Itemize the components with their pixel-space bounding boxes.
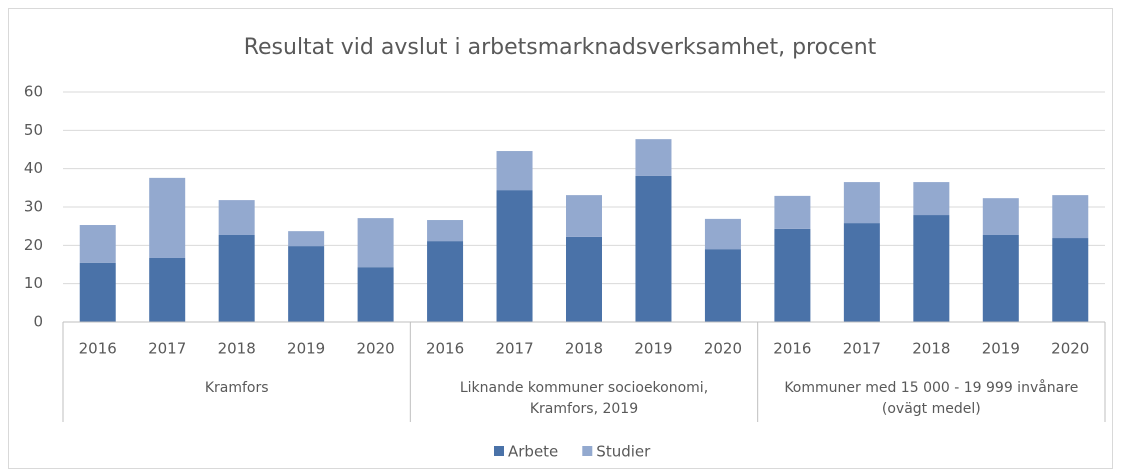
bar-segment	[704, 218, 741, 250]
bar-segment	[288, 231, 325, 247]
bar-segment	[357, 267, 394, 322]
bar-segment	[427, 220, 464, 242]
bar-segment	[1052, 195, 1089, 239]
bar-segment	[566, 236, 602, 322]
legend-label: Studier	[596, 443, 651, 461]
x-tick-label: 2019	[982, 340, 1020, 358]
x-tick-label: 2018	[912, 340, 950, 358]
x-tick-label: 2020	[357, 340, 395, 358]
y-tick-label: 10	[24, 274, 43, 292]
bar-segment	[774, 228, 811, 322]
bar-segment	[427, 241, 464, 322]
bar-segment	[843, 223, 880, 322]
x-tick-label: 2018	[565, 340, 603, 358]
bar-segment	[218, 200, 255, 235]
bar-segment	[79, 225, 116, 263]
y-tick-label: 60	[24, 83, 43, 101]
group-label: (ovägt medel)	[882, 401, 981, 417]
bar-segment	[704, 249, 741, 322]
bar-segment	[913, 182, 950, 216]
x-tick-label: 2016	[426, 340, 464, 358]
bar-segment	[635, 175, 672, 322]
bar-segment	[635, 139, 672, 176]
bar-segment	[288, 246, 325, 322]
x-tick-label: 2019	[634, 340, 672, 358]
bar-segment	[149, 257, 186, 322]
legend-label: Arbete	[508, 443, 558, 461]
bar-segment	[913, 215, 950, 322]
x-tick-label: 2020	[704, 340, 742, 358]
group-label: Kommuner med 15 000 - 19 999 invånare	[784, 379, 1078, 396]
group-label: Kramfors, 2019	[530, 401, 638, 417]
legend-swatch	[494, 446, 504, 456]
legend-swatch	[582, 446, 593, 456]
x-tick-label: 2016	[773, 340, 811, 358]
bar-segment	[218, 234, 255, 322]
x-tick-label: 2019	[287, 340, 325, 358]
y-tick-label: 40	[24, 159, 43, 177]
bar-segment	[982, 234, 1019, 322]
y-tick-label: 0	[33, 313, 43, 331]
bar-segment	[496, 151, 533, 191]
bar-segment	[357, 218, 394, 268]
bar-segment	[774, 195, 811, 229]
chart-title: Resultat vid avslut i arbetsmarknadsverk…	[244, 35, 877, 60]
bar-segment	[149, 177, 186, 258]
x-tick-label: 2018	[218, 340, 256, 358]
x-tick-label: 2017	[843, 340, 881, 358]
bar-segment	[566, 195, 602, 237]
bar-segment	[79, 262, 116, 322]
bar-segment	[982, 198, 1019, 235]
x-tick-label: 2017	[495, 340, 533, 358]
y-tick-label: 20	[24, 236, 43, 254]
bar-segment	[843, 182, 880, 224]
x-tick-label: 2016	[79, 340, 117, 358]
x-tick-label: 2020	[1051, 340, 1089, 358]
x-tick-label: 2017	[148, 340, 186, 358]
bar-segment	[496, 190, 533, 322]
bar-segment	[1052, 238, 1089, 322]
group-label: Kramfors	[205, 380, 269, 396]
y-tick-label: 50	[24, 121, 43, 139]
y-tick-label: 30	[24, 198, 43, 216]
group-label: Liknande kommuner socioekonomi,	[460, 380, 708, 396]
